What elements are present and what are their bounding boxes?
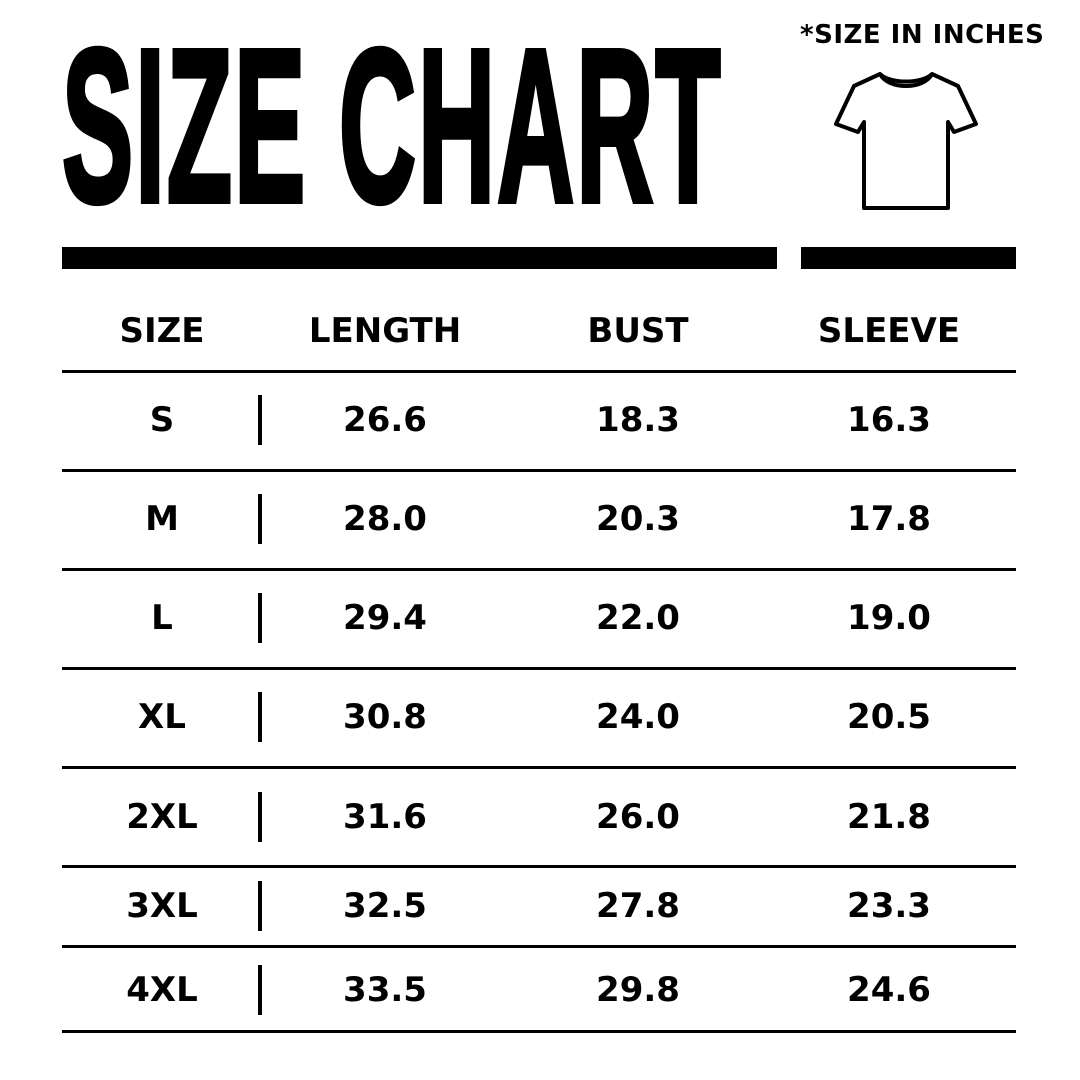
cell-sleeve: 24.6 (847, 970, 931, 1010)
cell-bust: 27.8 (596, 886, 680, 926)
t-shirt-icon (834, 72, 978, 210)
row-separator (62, 865, 1016, 868)
cell-sleeve: 19.0 (847, 598, 931, 638)
page-title: SIZE CHART (61, 5, 723, 248)
cell-length: 26.6 (343, 400, 427, 440)
cell-size: S (149, 400, 175, 440)
cell-size: XL (138, 697, 186, 737)
column-divider (258, 792, 262, 842)
column-divider (258, 395, 262, 445)
cell-sleeve: 17.8 (847, 499, 931, 539)
header-size: SIZE (119, 311, 205, 351)
header-bust: BUST (587, 311, 689, 351)
column-divider (258, 692, 262, 742)
column-divider (258, 593, 262, 643)
cell-length: 33.5 (343, 970, 427, 1010)
cell-bust: 22.0 (596, 598, 680, 638)
cell-size: 4XL (126, 970, 198, 1010)
column-divider (258, 494, 262, 544)
cell-bust: 26.0 (596, 797, 680, 837)
cell-sleeve: 16.3 (847, 400, 931, 440)
cell-size: 3XL (126, 886, 198, 926)
cell-bust: 29.8 (596, 970, 680, 1010)
row-separator (62, 667, 1016, 670)
header-sleeve: SLEEVE (817, 311, 961, 351)
cell-length: 29.4 (343, 598, 427, 638)
cell-sleeve: 23.3 (847, 886, 931, 926)
row-separator (62, 1030, 1016, 1033)
cell-sleeve: 21.8 (847, 797, 931, 837)
cell-length: 32.5 (343, 886, 427, 926)
title-underline-bar (62, 247, 777, 269)
cell-length: 30.8 (343, 697, 427, 737)
cell-bust: 18.3 (596, 400, 680, 440)
cell-bust: 20.3 (596, 499, 680, 539)
row-separator (62, 370, 1016, 373)
icon-underline-bar (801, 247, 1016, 269)
cell-length: 28.0 (343, 499, 427, 539)
row-separator (62, 945, 1016, 948)
column-divider (258, 965, 262, 1015)
cell-size: 2XL (126, 797, 198, 837)
units-note: *SIZE IN INCHES (800, 20, 1045, 50)
row-separator (62, 568, 1016, 571)
column-divider (258, 881, 262, 931)
header-length: LENGTH (308, 311, 462, 351)
cell-size: M (145, 499, 179, 539)
cell-length: 31.6 (343, 797, 427, 837)
cell-size: L (151, 598, 173, 638)
cell-sleeve: 20.5 (847, 697, 931, 737)
row-separator (62, 469, 1016, 472)
row-separator (62, 766, 1016, 769)
cell-bust: 24.0 (596, 697, 680, 737)
